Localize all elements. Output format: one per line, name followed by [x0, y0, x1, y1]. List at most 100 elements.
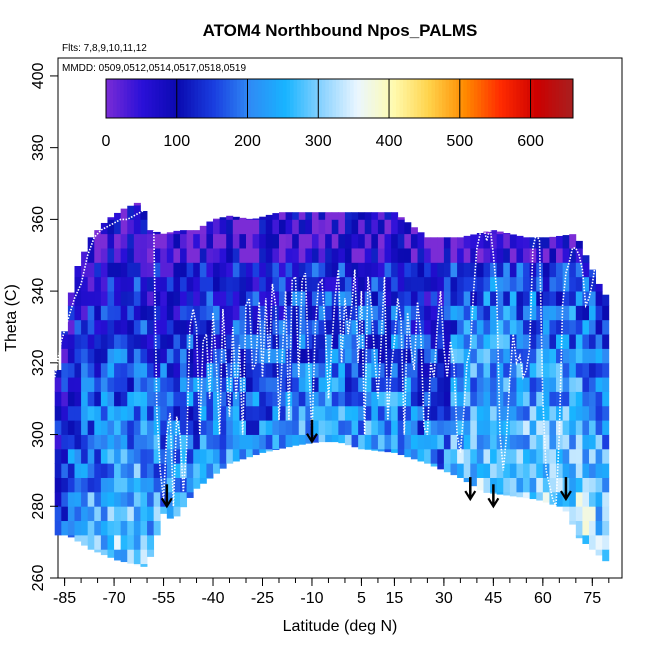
heatmap-cell — [569, 362, 577, 378]
heatmap-cell — [331, 348, 339, 364]
heatmap-cell — [325, 348, 333, 364]
heatmap-cell — [213, 305, 221, 321]
heatmap-cell — [226, 448, 234, 464]
heatmap-cell — [219, 217, 227, 220]
heatmap-cell — [410, 377, 418, 392]
heatmap-cell — [246, 218, 253, 220]
heatmap-cell — [94, 262, 102, 278]
heatmap-cell — [239, 448, 247, 460]
heatmap-cell — [503, 334, 511, 349]
heatmap-cell — [239, 334, 247, 349]
heatmap-cell — [140, 534, 148, 550]
heatmap-cell — [589, 405, 597, 421]
heatmap-cell — [180, 319, 188, 335]
heatmap-cell — [562, 405, 570, 421]
heatmap-cell — [160, 348, 168, 364]
heatmap-cell — [246, 434, 253, 450]
heatmap-cell — [496, 477, 504, 493]
heatmap-cell — [127, 291, 135, 306]
heatmap-cell — [351, 248, 359, 263]
heatmap-cell — [523, 348, 531, 364]
heatmap-cell — [147, 506, 155, 522]
ground-arrow — [487, 484, 500, 509]
heatmap-cell — [213, 248, 221, 263]
heatmap-cell — [443, 420, 451, 435]
heatmap-cell — [100, 362, 108, 378]
colorbar-segment — [311, 79, 316, 118]
heatmap-cell — [140, 448, 148, 464]
colorbar-segment — [505, 79, 510, 118]
heatmap-cell — [562, 291, 570, 306]
heatmap-cell — [133, 520, 141, 536]
heatmap-cell — [391, 262, 399, 278]
heatmap-cell — [536, 362, 544, 378]
heatmap-cell — [67, 334, 75, 349]
heatmap-cell — [54, 520, 62, 536]
heatmap-cell — [602, 305, 610, 321]
heatmap-cell — [417, 405, 425, 421]
heatmap-cell — [140, 491, 148, 507]
heatmap-cell — [536, 237, 544, 249]
heatmap-cell — [318, 434, 326, 443]
heatmap-cell — [516, 391, 524, 407]
heatmap-cell — [140, 434, 148, 450]
heatmap-cell — [107, 534, 115, 550]
heatmap-cell — [180, 377, 188, 392]
heatmap-cell — [292, 233, 300, 249]
heatmap-cell — [94, 348, 102, 364]
colorbar-segment — [488, 79, 493, 118]
heatmap-cell — [430, 362, 438, 378]
heatmap-cell — [523, 248, 531, 263]
heatmap-cell — [569, 405, 577, 421]
heatmap-cell — [384, 362, 392, 378]
heatmap-cell — [120, 506, 128, 522]
heatmap-cell — [509, 434, 517, 450]
heatmap-cell — [542, 319, 550, 335]
heatmap-cell — [569, 520, 577, 525]
heatmap-cell — [582, 534, 590, 544]
heatmap-cell — [404, 262, 412, 278]
heatmap-cell — [87, 520, 95, 536]
heatmap-cell — [166, 463, 174, 478]
heatmap-cell — [589, 434, 597, 450]
heatmap-cell — [219, 248, 227, 263]
heatmap-cell — [344, 420, 352, 435]
heatmap-cell — [417, 248, 425, 263]
heatmap-cell — [318, 391, 326, 407]
heatmap-cell — [476, 319, 484, 335]
heatmap-cell — [529, 448, 537, 464]
heatmap-cell — [430, 334, 438, 349]
heatmap-cell — [338, 420, 346, 435]
heatmap-cell — [542, 391, 550, 407]
heatmap-cell — [232, 377, 240, 392]
heatmap-cell — [437, 377, 445, 392]
heatmap-cell — [569, 319, 577, 335]
heatmap-cell — [67, 520, 75, 536]
heatmap-cell — [252, 362, 260, 378]
heatmap-cell — [582, 434, 590, 450]
heatmap-cell — [595, 463, 603, 478]
heatmap-cell — [278, 334, 286, 349]
y-axis-label: Theta (C) — [3, 284, 20, 352]
colorbar-segment — [169, 79, 174, 118]
heatmap-cell — [226, 420, 234, 435]
heatmap-cell — [404, 405, 412, 421]
heatmap-cell — [364, 348, 372, 364]
heatmap-cell — [226, 219, 234, 235]
heatmap-cell — [147, 534, 155, 550]
heatmap-cell — [430, 405, 438, 421]
heatmap-cell — [206, 434, 214, 450]
heatmap-cell — [391, 420, 399, 435]
heatmap-cell — [430, 391, 438, 407]
heatmap-cell — [523, 463, 531, 478]
heatmap-cell — [107, 549, 115, 558]
heatmap-cell — [575, 319, 583, 335]
heatmap-cell — [94, 434, 102, 450]
heatmap-cell — [259, 291, 267, 306]
heatmap-cell — [219, 391, 227, 407]
heatmap-cell — [278, 420, 286, 435]
heatmap-cell — [417, 262, 425, 278]
heatmap-cell — [199, 448, 207, 464]
heatmap-cell — [259, 434, 267, 450]
heatmap-cell — [173, 233, 181, 249]
